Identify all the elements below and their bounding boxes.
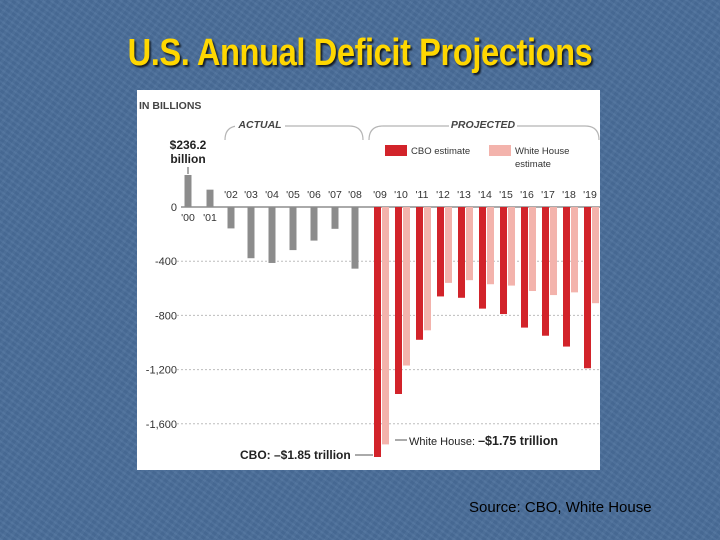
x-tick-label: '15: [499, 189, 513, 201]
x-tick-label: '07: [328, 189, 342, 201]
bar-white-house: [592, 207, 599, 304]
y-tick-label: -1,600: [146, 419, 177, 431]
bar-actual: [331, 207, 339, 229]
x-tick-label: '13: [457, 189, 471, 201]
source-note: Source: CBO, White House: [469, 499, 652, 516]
x-tick-label: '03: [244, 189, 258, 201]
bar-white-house: [571, 207, 578, 293]
x-tick-label: '12: [436, 189, 450, 201]
bar-cbo: [416, 207, 423, 340]
legend-label-cbo: CBO estimate: [411, 146, 470, 157]
y-tick-label: 0: [171, 202, 177, 214]
wh-total-prefix: White House:: [409, 436, 478, 448]
x-tick-label: '17: [541, 189, 555, 201]
x-tick-label: '09: [373, 189, 387, 201]
bar-actual: [184, 174, 192, 207]
bar-cbo: [479, 207, 486, 309]
bars: [184, 174, 599, 457]
x-tick-label: '00: [181, 212, 195, 224]
x-tick-label: '11: [416, 189, 429, 201]
bar-actual: [227, 207, 235, 229]
section-label-projected: PROJECTED: [451, 119, 516, 131]
y-tick-label: -400: [155, 256, 177, 268]
x-tick-label: '10: [394, 189, 408, 201]
bar-actual: [268, 207, 276, 263]
section-brackets: [224, 119, 600, 141]
bar-actual: [351, 207, 359, 269]
bar-actual: [289, 207, 297, 251]
bar-white-house: [550, 207, 557, 296]
bar-white-house: [529, 207, 536, 292]
surplus-unit-annotation: billion: [170, 152, 205, 166]
bar-actual: [310, 207, 318, 241]
x-tick-label: '16: [520, 189, 534, 201]
x-tick-label: '04: [265, 189, 279, 201]
y-axis-unit-label: IN BILLIONS: [139, 100, 201, 112]
bar-white-house: [445, 207, 452, 283]
bar-actual: [206, 189, 214, 207]
bar-cbo: [458, 207, 465, 298]
bracket-actual: [224, 125, 364, 141]
x-tick-label: '01: [203, 212, 217, 224]
legend-label-white-house-line1: White House: [515, 146, 569, 157]
bar-white-house: [508, 207, 515, 286]
legend-swatch-cbo: [385, 145, 407, 156]
y-tick-label: -800: [155, 310, 177, 322]
bar-cbo: [437, 207, 444, 297]
labels: 0 -400 -800 -1,200 -1,600 '00 '01 '02 '03 '04 '05 '…: [146, 189, 597, 431]
bar-cbo: [395, 207, 402, 394]
legend-swatch-white-house: [489, 145, 511, 156]
bar-cbo: [542, 207, 549, 336]
x-tick-label: '08: [348, 189, 362, 201]
x-tick-label: '05: [286, 189, 300, 201]
bracket-label-mask: [235, 119, 285, 131]
bracket-label-mask: [449, 119, 517, 131]
y-tick-label: -1,200: [146, 365, 177, 377]
legend-label-white-house-line2: estimate: [515, 159, 551, 170]
bar-cbo: [500, 207, 507, 315]
x-tick-label: '14: [478, 189, 492, 201]
wh-total-annotation: White House: –$1.75 trillion: [409, 434, 558, 448]
bar-cbo: [584, 207, 591, 369]
section-label-actual: ACTUAL: [237, 119, 281, 131]
chart-panel: 0 -400 -800 -1,200 -1,600 '00 '01 '02 '03 '04 '05 '…: [137, 90, 600, 470]
bar-white-house: [487, 207, 494, 285]
x-tick-label: '02: [224, 189, 238, 201]
bar-cbo: [521, 207, 528, 328]
wh-total-value: –$1.75 trillion: [478, 434, 558, 448]
bar-actual: [247, 207, 255, 259]
bar-white-house: [466, 207, 473, 281]
slide-title: U.S. Annual Deficit Projections: [127, 32, 593, 74]
bar-cbo: [374, 207, 381, 457]
x-tick-label: '18: [562, 189, 576, 201]
x-tick-label: '06: [307, 189, 321, 201]
surplus-value-annotation: $236.2: [170, 138, 207, 152]
bar-white-house: [382, 207, 389, 445]
x-tick-label: '19: [583, 189, 597, 201]
bar-white-house: [424, 207, 431, 331]
cbo-total-annotation: CBO: –$1.85 trillion: [240, 448, 351, 462]
deficit-chart: 0 -400 -800 -1,200 -1,600 '00 '01 '02 '03 '04 '05 '…: [139, 100, 600, 462]
bar-cbo: [563, 207, 570, 347]
bar-white-house: [403, 207, 410, 366]
